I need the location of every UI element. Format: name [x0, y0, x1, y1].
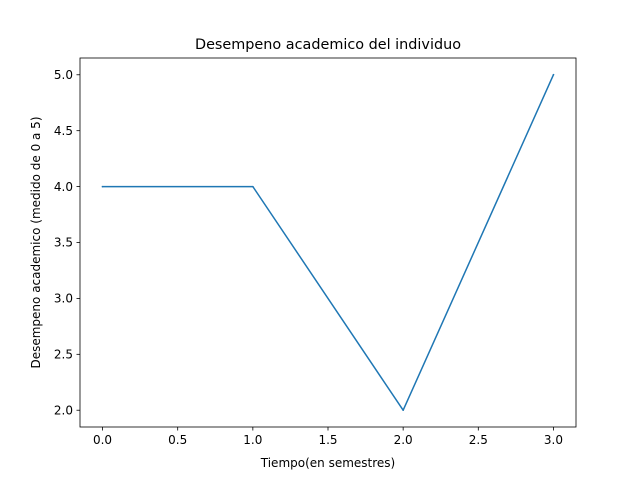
x-tick-label: 0.0	[93, 433, 112, 447]
y-tick-label: 2.5	[54, 348, 73, 362]
data-point	[402, 409, 404, 411]
y-tick-label: 3.0	[54, 292, 73, 306]
x-tick-label: 0.5	[168, 433, 187, 447]
x-tick-label: 3.0	[544, 433, 563, 447]
y-axis-ticks: 2.0 2.5 3.0 3.5 4.0 4.5 5.0	[54, 68, 80, 417]
x-tick-label: 1.0	[243, 433, 262, 447]
x-tick-label: 1.5	[318, 433, 337, 447]
x-axis-label: Tiempo(en semestres)	[260, 456, 395, 470]
y-tick-label: 3.5	[54, 236, 73, 250]
y-tick-label: 2.0	[54, 403, 73, 417]
chart-title: Desempeno academico del individuo	[195, 37, 461, 53]
x-tick-label: 2.0	[394, 433, 413, 447]
data-point	[252, 185, 254, 188]
y-tick-label: 4.0	[54, 180, 73, 194]
x-axis-ticks: 0.0 0.5 1.0 1.5 2.0 2.5 3.0	[93, 427, 563, 447]
data-point	[101, 185, 104, 188]
x-tick-label: 2.5	[469, 433, 488, 447]
y-tick-label: 5.0	[54, 68, 73, 82]
y-axis-label: Desempeno academico (medido de 0 a 5)	[29, 116, 43, 368]
data-point	[552, 74, 555, 76]
y-tick-label: 4.5	[54, 124, 73, 138]
series-line-1	[101, 73, 555, 411]
